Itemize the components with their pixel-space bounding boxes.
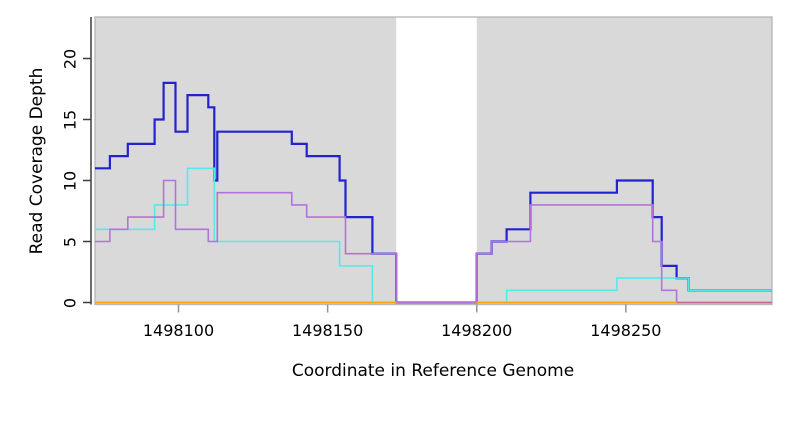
x-tick-label: 1498250 [590, 321, 662, 340]
x-tick-label: 1498100 [142, 321, 215, 340]
series-line-unique-total [95, 81, 772, 304]
x-axis-title: Coordinate in Reference Genome [291, 361, 575, 381]
panel-border [94, 16, 773, 306]
y-axis-title: Read Coverage Depth [27, 67, 47, 255]
masked-region [396, 17, 477, 305]
x-tick-label: 1498200 [441, 321, 513, 340]
x-tick-label: 1498150 [291, 321, 364, 340]
y-tick-label: 20 [60, 48, 80, 69]
legend: unique totalunique topunique bottomrepea… [0, 395, 792, 425]
y-tick-label: 5 [60, 236, 80, 247]
series-line-unique-bottom [95, 179, 772, 304]
y-tick-label: 0 [60, 297, 80, 308]
series-line-unique-top [95, 167, 772, 304]
y-tick-label: 15 [60, 109, 80, 130]
y-tick-label: 10 [60, 170, 80, 191]
